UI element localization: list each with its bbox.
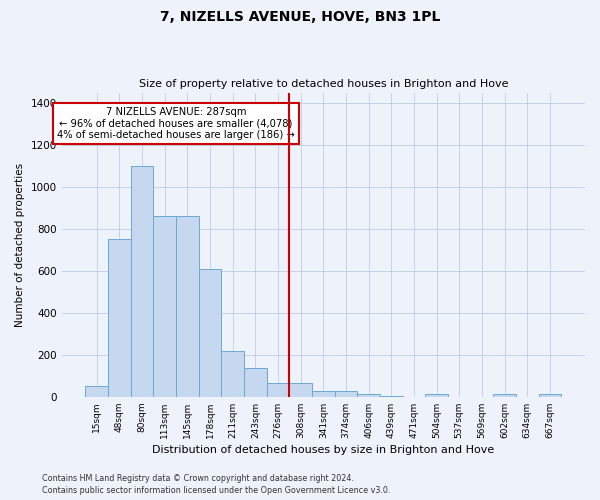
Title: Size of property relative to detached houses in Brighton and Hove: Size of property relative to detached ho…	[139, 79, 508, 89]
Bar	[312, 390, 335, 397]
Bar	[539, 394, 561, 397]
Bar	[289, 383, 312, 397]
Bar	[244, 368, 266, 397]
Bar	[85, 386, 108, 397]
Bar	[131, 166, 154, 397]
X-axis label: Distribution of detached houses by size in Brighton and Hove: Distribution of detached houses by size …	[152, 445, 494, 455]
Bar	[176, 216, 199, 397]
Text: 7, NIZELLS AVENUE, HOVE, BN3 1PL: 7, NIZELLS AVENUE, HOVE, BN3 1PL	[160, 10, 440, 24]
Text: Contains HM Land Registry data © Crown copyright and database right 2024.
Contai: Contains HM Land Registry data © Crown c…	[42, 474, 391, 495]
Y-axis label: Number of detached properties: Number of detached properties	[15, 162, 25, 326]
Bar	[221, 350, 244, 397]
Bar	[108, 240, 131, 397]
Text: 7 NIZELLS AVENUE: 287sqm
← 96% of detached houses are smaller (4,078)
4% of semi: 7 NIZELLS AVENUE: 287sqm ← 96% of detach…	[57, 107, 295, 140]
Bar	[380, 396, 403, 397]
Bar	[335, 390, 358, 397]
Bar	[493, 394, 516, 397]
Bar	[266, 383, 289, 397]
Bar	[199, 269, 221, 397]
Bar	[425, 394, 448, 397]
Bar	[154, 216, 176, 397]
Bar	[358, 394, 380, 397]
